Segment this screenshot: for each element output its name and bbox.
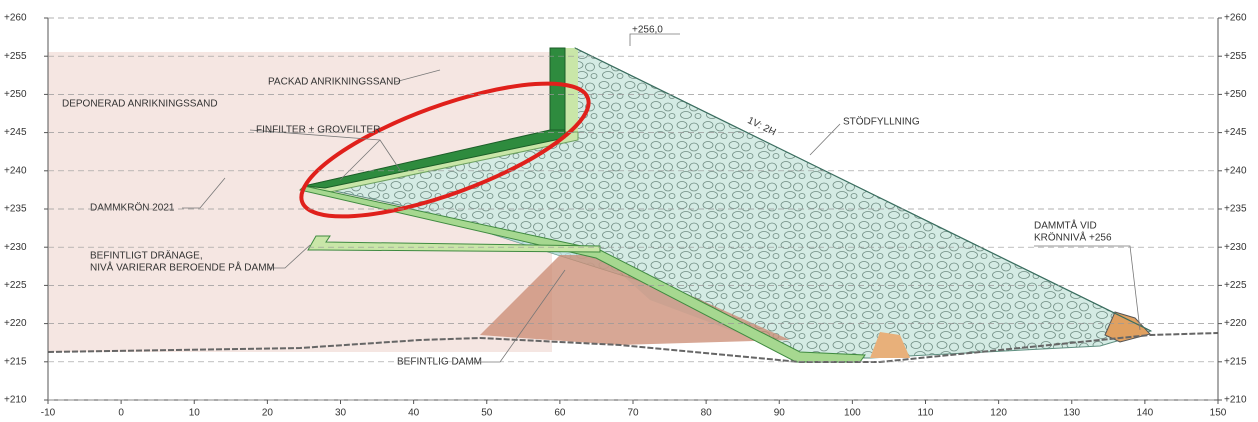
x-tick-label: 30 [335,408,347,419]
y-tick-label: +245 [4,127,27,138]
filter-label: FINFILTER + GROVFILTER [256,125,380,136]
y-tick-label: +235 [1224,204,1247,215]
leader [629,33,680,46]
leader [268,244,311,269]
existing-drainage [307,235,601,253]
dam-crest-label: DAMMKRÖN 2021 [90,202,175,214]
dam-toe-label: KRÖNNIVÅ +256 [1034,231,1112,244]
leader [339,139,381,181]
x-tick-label: 110 [918,408,934,419]
y-tick-label: +245 [1224,127,1247,138]
existing-dam [480,255,790,345]
highlight-ellipse [299,81,591,219]
y-tick-label: +220 [1224,318,1247,329]
x-tick-label: 120 [990,408,1007,419]
toe-berm [1104,311,1151,343]
y-tick-label: +240 [4,165,27,176]
x-tick-label: 150 [1210,408,1227,419]
y-tick-label: +255 [4,51,27,62]
toe-fill [870,332,910,358]
y-tick-label: +210 [1224,395,1247,406]
coarse-filter [565,48,578,138]
y-tick-label: +225 [1224,280,1247,291]
x-tick-label: 70 [627,408,639,419]
x-tick-label: 60 [554,408,566,419]
y-tick-label: +260 [4,13,27,24]
x-tick-label: 80 [701,408,713,419]
y-tick-label: +235 [4,204,27,215]
leader [182,177,226,209]
y-tick-label: +230 [1224,242,1247,253]
drainage-label: NIVÅ VARIERAR BEROENDE PÅ DAMM [90,261,275,274]
x-tick-label: 0 [118,408,124,419]
deposited-sand-label: DEPONERAD ANRIKNINGSSAND [62,99,218,110]
x-tick-label: 50 [481,408,493,419]
packed-sand-label: PACKAD ANRIKNINGSSAND [268,77,401,88]
y-tick-label: +250 [4,89,27,100]
leader [1034,245,1141,331]
y-tick-label: +230 [4,242,27,253]
axes: +260 +260 +255 +255 +250 +250 +245 +245 +240 +240… [4,13,1247,419]
support-fill-label: STÖDFYLLNING [843,116,920,128]
y-tick-label: +240 [1224,165,1247,176]
y-tick-label: +215 [1224,356,1247,367]
x-tick-label: 10 [189,408,201,419]
x-tick-label: 140 [1137,408,1154,419]
leaders [182,33,1141,363]
y-tick-label: +225 [4,280,27,291]
x-tick-label: 40 [408,408,420,419]
drainage-label: BEFINTLIGT DRÄNAGE, [90,250,203,262]
x-tick-label: 20 [262,408,274,419]
leader [394,69,441,83]
leader [809,123,841,156]
y-tick-label: +255 [1224,51,1247,62]
crest-level: +256,0 [632,25,663,36]
x-tick-label: 100 [844,408,861,419]
y-tick-label: +215 [4,356,27,367]
y-tick-label: +220 [4,318,27,329]
dam-toe-label: DAMMTÅ VID [1034,219,1097,232]
geometry [47,47,1219,363]
x-tick-label: -10 [41,408,56,419]
x-tick-label: 130 [1063,408,1080,419]
y-tick-label: +210 [4,395,27,406]
y-tick-label: +260 [1224,13,1247,24]
x-tick-label: 90 [774,408,786,419]
fine-filter [549,47,566,137]
slope-line [574,47,1152,332]
ground-line [47,332,1219,363]
y-tick-label: +250 [1224,89,1247,100]
